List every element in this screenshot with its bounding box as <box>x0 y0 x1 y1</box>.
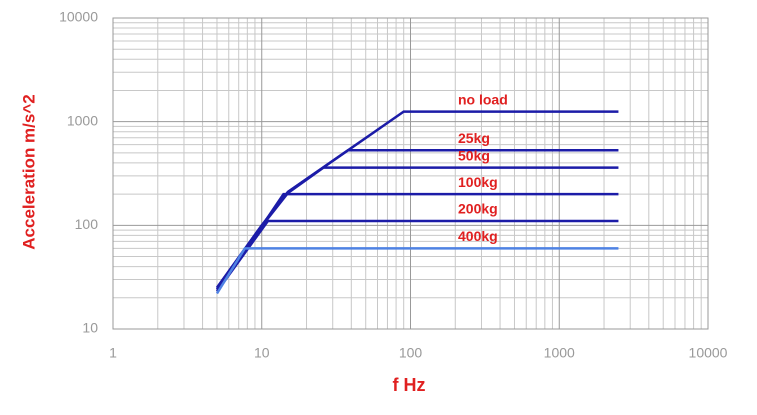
x-tick-label: 1 <box>109 345 117 361</box>
y-axis-label: Acceleration m/s^2 <box>19 94 38 249</box>
series-line <box>215 247 619 295</box>
x-tick-label: 10000 <box>689 345 728 361</box>
series-label: 100kg <box>458 174 498 190</box>
plot-frame <box>112 17 709 330</box>
series-label: no load <box>458 91 508 107</box>
x-tick-label: 100 <box>399 345 423 361</box>
y-tick-label: 10000 <box>59 9 98 25</box>
series-line <box>215 149 619 289</box>
series-label: 400kg <box>458 228 498 244</box>
y-tick-label: 1000 <box>67 112 98 128</box>
series-line <box>215 166 619 291</box>
y-tick-label: 10 <box>82 320 98 336</box>
series-label: 200kg <box>458 201 498 217</box>
x-axis-label: f Hz <box>393 375 426 395</box>
series-label: 50kg <box>458 147 490 163</box>
series-label: 25kg <box>458 130 490 146</box>
x-tick-label: 1000 <box>544 345 575 361</box>
y-tick-label: 100 <box>75 216 99 232</box>
x-tick-label: 10 <box>254 345 270 361</box>
